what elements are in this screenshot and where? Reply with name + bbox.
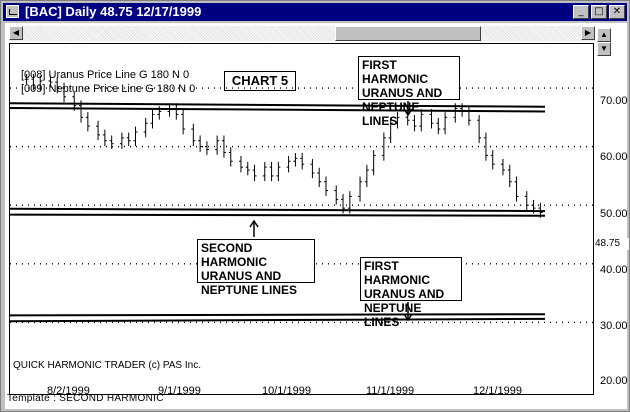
- maximize-button[interactable]: □: [591, 5, 607, 19]
- harmonic-line: [10, 213, 546, 217]
- x-tick-label: 11/1/1999: [366, 385, 415, 397]
- window-icon[interactable]: [6, 5, 19, 18]
- x-tick-label: 8/2/1999: [47, 385, 90, 397]
- harmonic-line: [10, 317, 546, 323]
- chart-title: CHART 5: [224, 71, 296, 91]
- x-tick-label: 10/1/1999: [262, 385, 311, 397]
- annotation-first-harmonic-lower: FIRST HARMONIC URANUS AND NEPTUNE LINES: [360, 257, 462, 329]
- legend-uranus: [008] Uranus Price Line G 180 N 0: [21, 69, 190, 81]
- harmonic-line: [10, 207, 546, 213]
- annotation-second-harmonic: SECOND HARMONIC URANUS AND NEPTUNE LINES: [197, 239, 315, 297]
- y-tick-label: 50.00: [600, 208, 628, 220]
- x-tick-label: 9/1/1999: [158, 385, 201, 397]
- y-tick-label: 40.00: [600, 264, 628, 276]
- scroll-down-button[interactable]: ▼: [597, 42, 611, 56]
- price-chart[interactable]: CHART 5 [008] Uranus Price Line G 180 N …: [9, 43, 595, 396]
- scroll-right-button[interactable]: ▶: [581, 26, 595, 40]
- arrow-second-harmonic-head: [249, 219, 259, 228]
- scroll-thumb[interactable]: [335, 26, 481, 41]
- arrow-first-harmonic-lower-head: [403, 313, 413, 322]
- template-status: Template : SECOND HARMONIC: [7, 393, 164, 404]
- chart-plot[interactable]: [10, 44, 595, 396]
- y-tick-label: 30.00: [600, 320, 628, 332]
- harmonic-line: [10, 313, 546, 317]
- close-button[interactable]: ✕: [609, 5, 625, 19]
- copyright-text: QUICK HARMONIC TRADER (c) PAS Inc.: [13, 360, 201, 371]
- harmonic-line: [10, 106, 546, 113]
- y-tick-label: 20.00: [600, 375, 628, 387]
- horizontal-scrollbar[interactable]: ◀ ▶: [9, 26, 595, 41]
- scroll-left-button[interactable]: ◀: [9, 26, 23, 40]
- annotation-first-harmonic-upper: FIRST HARMONIC URANUS AND NEPTUNE LINES: [358, 56, 460, 128]
- y-tick-label: 70.00: [600, 95, 628, 107]
- last-price-label: 48.75: [595, 238, 629, 250]
- y-tick-label: 60.00: [600, 151, 628, 163]
- window-title: [BAC] Daily 48.75 12/17/1999: [25, 4, 202, 19]
- harmonic-line: [10, 102, 546, 108]
- scroll-up-button[interactable]: ▲: [597, 28, 611, 42]
- arrow-first-harmonic-upper-head: [403, 108, 413, 117]
- x-tick-label: 12/1/1999: [473, 385, 522, 397]
- legend-neptune: [009] Neptune Price Line G 180 N 0: [21, 83, 196, 95]
- title-bar[interactable]: [BAC] Daily 48.75 12/17/1999 _ □ ✕: [3, 3, 627, 21]
- minimize-button[interactable]: _: [573, 5, 589, 19]
- client-area: ◀ ▶ ▲ ▼ CHART 5 [008] Uranus Price Line …: [5, 23, 629, 409]
